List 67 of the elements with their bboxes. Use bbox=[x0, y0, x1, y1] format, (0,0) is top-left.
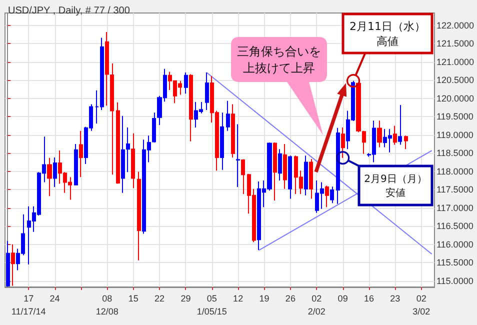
x-tick-label: 15 bbox=[128, 294, 138, 304]
candlestick bbox=[330, 186, 334, 204]
candlestick bbox=[6, 240, 10, 288]
x-tick-label: 16 bbox=[364, 294, 374, 304]
annotation: 三角保ち合いを上抜けて上昇 bbox=[237, 44, 321, 76]
x-tick-label: 08 12/08 bbox=[96, 294, 118, 316]
candlestick bbox=[377, 120, 382, 148]
annotation: 2月11日（水）高値 bbox=[350, 20, 426, 48]
x-tick-label: 29 bbox=[180, 294, 191, 304]
y-tick-label: 118.0000 bbox=[436, 166, 474, 176]
candlestick bbox=[283, 143, 287, 190]
candlestick bbox=[226, 100, 230, 132]
x-tick-label: 05 1/05/15 bbox=[196, 294, 227, 316]
candlestick bbox=[236, 124, 240, 188]
candlestick bbox=[231, 104, 235, 158]
candlestick bbox=[273, 142, 277, 202]
candlestick bbox=[131, 132, 135, 189]
candlestick bbox=[393, 125, 397, 146]
y-tick-label: 121.0000 bbox=[436, 56, 474, 67]
candlestick bbox=[11, 244, 15, 286]
candlestick bbox=[205, 72, 209, 111]
candlestick bbox=[184, 72, 188, 94]
candlestick bbox=[278, 148, 282, 181]
y-tick-label: 122.0000 bbox=[436, 20, 474, 30]
y-tick-label: 121.5000 bbox=[436, 38, 474, 49]
y-tick-label: 116.5000 bbox=[436, 221, 474, 232]
candlestick bbox=[241, 158, 245, 194]
candlestick bbox=[79, 130, 83, 178]
x-tick-label: 19 bbox=[259, 294, 270, 304]
candlestick bbox=[53, 156, 57, 188]
candlestick bbox=[74, 143, 78, 186]
candlestick bbox=[404, 135, 408, 150]
candlestick bbox=[189, 74, 193, 142]
y-tick-label: 117.5000 bbox=[436, 184, 474, 195]
candlestick bbox=[47, 157, 52, 197]
x-tick-label: 26 bbox=[285, 294, 296, 304]
candlestick bbox=[341, 127, 345, 158]
candlestick bbox=[126, 127, 130, 173]
candlestick bbox=[121, 115, 125, 194]
y-tick-label: 119.0000 bbox=[436, 130, 474, 140]
candlestick bbox=[336, 127, 340, 204]
x-tick-label: 22 bbox=[154, 294, 165, 304]
candlestick bbox=[325, 185, 329, 208]
candlestick bbox=[304, 155, 308, 196]
candlestick bbox=[288, 155, 292, 200]
x-tick-label: 02 3/02 bbox=[412, 294, 430, 316]
candlestick bbox=[398, 104, 402, 146]
x-tick-label: 24 bbox=[50, 294, 60, 304]
x-tick-label: 12 bbox=[233, 294, 244, 304]
y-tick-label: 118.5000 bbox=[436, 148, 474, 158]
y-tick-label: 115.0000 bbox=[436, 276, 474, 286]
x-tick-label: 23 bbox=[390, 294, 400, 304]
candlestick bbox=[220, 112, 224, 170]
y-tick-label: 116.0000 bbox=[436, 239, 474, 250]
y-tick-label: 120.5000 bbox=[436, 75, 474, 86]
y-tick-label: 115.5000 bbox=[436, 258, 474, 268]
y-tick-label: 117.0000 bbox=[436, 202, 474, 213]
y-tick-label: 119.5000 bbox=[436, 112, 474, 122]
y-tick-label: 120.0000 bbox=[436, 93, 474, 104]
x-tick-label: 17 11/17/14 bbox=[11, 294, 46, 316]
chart-title: USD/JPY , Daily, # 77 / 300 bbox=[8, 6, 130, 16]
x-tick-label: 09 bbox=[338, 294, 348, 304]
candlestick bbox=[309, 158, 313, 200]
x-tick-label: 02 2/02 bbox=[308, 294, 326, 316]
candlestick bbox=[116, 102, 120, 184]
candlestick bbox=[137, 171, 141, 261]
annotation: 2月9日（月）安値 bbox=[364, 174, 427, 200]
